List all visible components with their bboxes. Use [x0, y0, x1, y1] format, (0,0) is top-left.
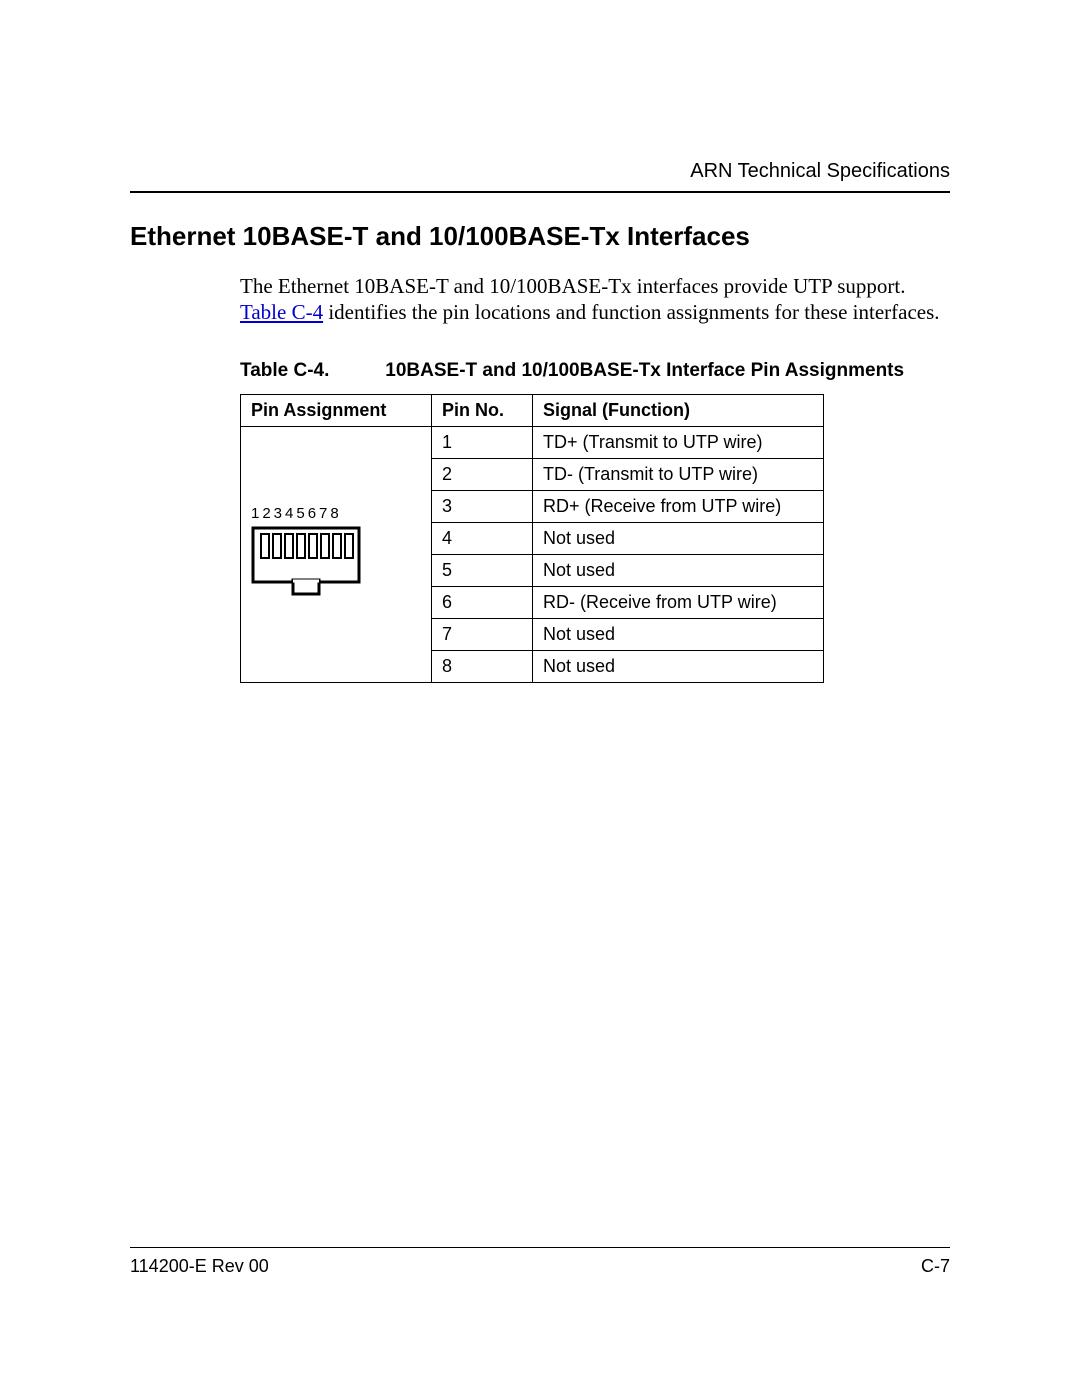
col-header-pin-assignment: Pin Assignment — [241, 394, 432, 426]
cell-pin: 3 — [432, 490, 533, 522]
rj45-jack-icon — [251, 526, 361, 598]
table-row: 12345678 — [241, 426, 824, 458]
table-ref-link[interactable]: Table C-4 — [240, 300, 323, 324]
pin-assignment-table: Pin Assignment Pin No. Signal (Function)… — [240, 394, 824, 683]
table-block: Table C-4. 10BASE-T and 10/100BASE-Tx In… — [240, 360, 950, 683]
cell-pin: 2 — [432, 458, 533, 490]
footer-page-number: C-7 — [921, 1256, 950, 1277]
page-footer: 114200-E Rev 00 C-7 — [130, 1247, 950, 1277]
header-rule — [130, 191, 950, 193]
cell-pin: 7 — [432, 618, 533, 650]
intro-paragraph: The Ethernet 10BASE-T and 10/100BASE-Tx … — [240, 273, 950, 326]
table-header-row: Pin Assignment Pin No. Signal (Function) — [241, 394, 824, 426]
cell-pin: 8 — [432, 650, 533, 682]
footer-rev: 114200-E Rev 00 — [130, 1256, 269, 1277]
cell-signal: Not used — [533, 618, 824, 650]
cell-signal: RD- (Receive from UTP wire) — [533, 586, 824, 618]
page: ARN Technical Specifications Ethernet 10… — [0, 0, 1080, 1397]
cell-pin: 5 — [432, 554, 533, 586]
cell-signal: Not used — [533, 554, 824, 586]
cell-signal: TD+ (Transmit to UTP wire) — [533, 426, 824, 458]
col-header-signal: Signal (Function) — [533, 394, 824, 426]
col-header-pin-no: Pin No. — [432, 394, 533, 426]
cell-signal: TD- (Transmit to UTP wire) — [533, 458, 824, 490]
pin-digits-label: 12345678 — [251, 505, 421, 522]
rj45-diagram-cell: 12345678 — [241, 426, 432, 682]
table-caption: Table C-4. 10BASE-T and 10/100BASE-Tx In… — [240, 360, 950, 382]
cell-signal: Not used — [533, 650, 824, 682]
cell-signal: Not used — [533, 522, 824, 554]
intro-text-pre: The Ethernet 10BASE-T and 10/100BASE-Tx … — [240, 274, 905, 298]
table-caption-number: Table C-4. — [240, 360, 380, 382]
intro-text-post: identifies the pin locations and functio… — [323, 300, 939, 324]
table-caption-title: 10BASE-T and 10/100BASE-Tx Interface Pin… — [385, 360, 904, 381]
cell-pin: 6 — [432, 586, 533, 618]
section-heading: Ethernet 10BASE-T and 10/100BASE-Tx Inte… — [130, 221, 950, 252]
running-header: ARN Technical Specifications — [130, 160, 950, 183]
cell-pin: 1 — [432, 426, 533, 458]
footer-rule — [130, 1247, 950, 1248]
cell-signal: RD+ (Receive from UTP wire) — [533, 490, 824, 522]
cell-pin: 4 — [432, 522, 533, 554]
